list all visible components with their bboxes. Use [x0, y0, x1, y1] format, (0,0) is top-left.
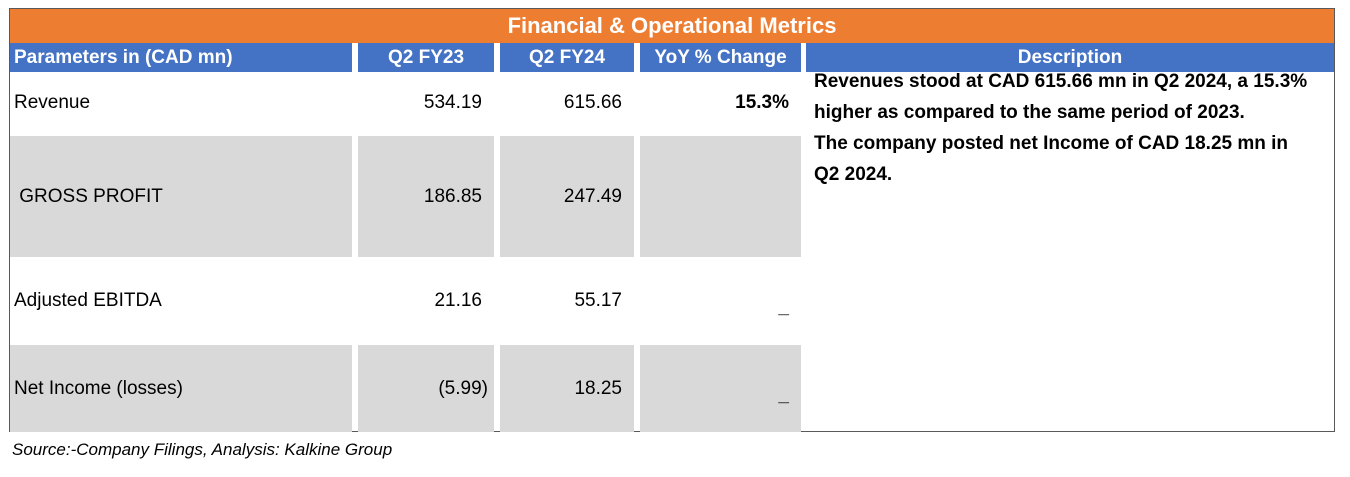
cell-net-income-q2fy23: (5.99): [358, 345, 494, 432]
cell-ebitda-q2fy23: 21.16: [434, 290, 482, 311]
description-paragraph-net-income: The company posted net Income of CAD 18.…: [814, 133, 1289, 185]
row-label-adjusted-ebitda: Adjusted EBITDA: [14, 290, 162, 311]
cell-net-income-q2fy24: 18.25: [500, 345, 634, 432]
header-q2fy24: Q2 FY24: [500, 43, 634, 72]
header-parameters: Parameters in (CAD mn): [10, 43, 352, 72]
row-label-net-income: Net Income (losses): [10, 345, 352, 432]
cell-ebitda-q2fy24: 55.17: [574, 290, 622, 311]
cell-ebitda-yoy: _: [778, 297, 789, 318]
header-q2fy23: Q2 FY23: [358, 43, 494, 72]
cell-gross-profit-yoy: [640, 136, 801, 257]
description-text: Revenues stood at CAD 615.66 mn in Q2 20…: [814, 66, 1314, 190]
description-paragraph-revenue: Revenues stood at CAD 615.66 mn in Q2 20…: [814, 71, 1308, 123]
cell-gross-profit-q2fy23: 186.85: [358, 136, 494, 257]
metrics-table: Financial & Operational Metrics Paramete…: [9, 8, 1335, 432]
row-label-revenue: Revenue: [14, 92, 91, 113]
table-title: Financial & Operational Metrics: [10, 9, 1334, 43]
cell-net-income-yoy: _: [640, 345, 801, 432]
cell-revenue-yoy: 15.3%: [735, 92, 789, 113]
source-note: Source:-Company Filings, Analysis: Kalki…: [12, 440, 393, 459]
cell-revenue-q2fy23: 534.19: [423, 92, 482, 113]
cell-revenue-q2fy24: 615.66: [563, 92, 622, 113]
row-label-gross-profit: GROSS PROFIT: [10, 136, 352, 257]
header-description: Description: [806, 43, 1334, 72]
header-yoy: YoY % Change: [640, 43, 801, 72]
cell-gross-profit-q2fy24: 247.49: [500, 136, 634, 257]
